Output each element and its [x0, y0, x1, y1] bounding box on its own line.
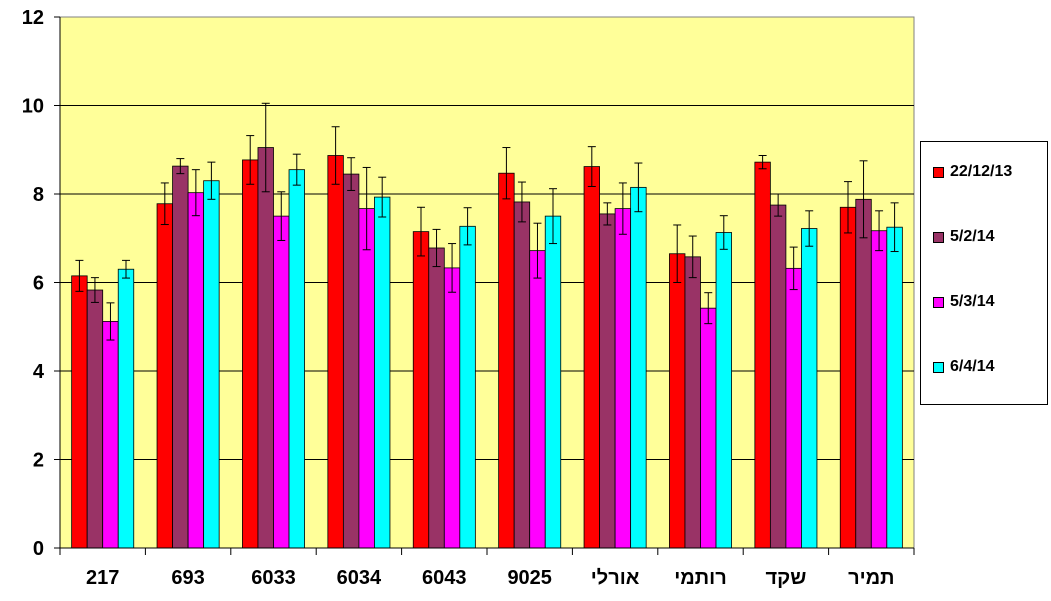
legend-label: 5/2/14 [950, 228, 995, 245]
bar [327, 155, 344, 549]
bar [801, 228, 818, 549]
x-tick-labels: 217 693 6033 6034 6043 9025 אורלי רותמי שקד תמיר [86, 567, 895, 589]
x-tick-label: שקד [765, 567, 806, 589]
bar [614, 208, 632, 549]
bar [374, 196, 391, 549]
x-tick-label: רותמי [674, 567, 726, 589]
bar [785, 267, 802, 549]
legend-swatch [933, 296, 944, 308]
legend: 22/12/13 5/2/14 5/3/14 6/4/14 [920, 141, 1048, 405]
bar [342, 173, 360, 549]
bar [443, 267, 461, 549]
bar [203, 180, 220, 549]
y-tick-label: 6 [33, 273, 44, 295]
bar [273, 215, 290, 549]
bar [886, 226, 903, 549]
bar [669, 253, 686, 549]
legend-item: 22/12/13 [933, 162, 1012, 182]
bar [544, 215, 562, 549]
bar [583, 166, 600, 549]
x-tick-label: 6043 [422, 567, 467, 589]
axes [54, 16, 915, 555]
y-tick-label: 10 [22, 96, 44, 118]
bar [428, 247, 445, 549]
bar [754, 161, 771, 549]
bar [86, 289, 104, 549]
legend-label: 22/12/13 [950, 163, 1013, 180]
legend-item: 6/4/14 [933, 357, 994, 377]
bar [498, 172, 515, 549]
x-tick-label: 693 [171, 567, 204, 589]
y-tick-label: 8 [33, 184, 44, 206]
x-tick-label: 9025 [507, 567, 552, 589]
bar [412, 231, 430, 549]
bar [102, 321, 119, 549]
bar [599, 213, 616, 549]
legend-swatch [933, 166, 944, 178]
legend-label: 6/4/14 [950, 358, 995, 375]
bar [459, 225, 476, 549]
error-bars [75, 102, 899, 341]
x-tick-label: 6033 [251, 567, 296, 589]
bar [358, 208, 375, 549]
bar [630, 186, 647, 549]
legend-swatch [933, 361, 944, 373]
x-tick-label: תמיר [848, 567, 894, 589]
bar [172, 165, 189, 549]
bar [715, 232, 732, 549]
bar [870, 230, 888, 549]
bar [156, 203, 173, 549]
legend-item: 5/3/14 [933, 292, 994, 312]
y-tick-label: 0 [33, 538, 44, 560]
x-tick-label: 217 [86, 567, 119, 589]
y-tick-label: 12 [22, 7, 44, 29]
bar [513, 201, 531, 549]
x-tick-label: אורלי [591, 567, 640, 589]
bar [288, 169, 305, 549]
bar [257, 147, 274, 549]
bar [769, 204, 787, 549]
bar [700, 307, 717, 549]
legend-label: 5/3/14 [950, 293, 995, 310]
x-tick-label: 6034 [337, 567, 382, 589]
bar [71, 275, 88, 549]
bar [855, 198, 872, 549]
y-tick-labels: 0 2 4 6 8 10 12 [22, 7, 45, 560]
bar [242, 159, 259, 549]
legend-swatch [933, 231, 944, 243]
bar [117, 268, 135, 549]
bars [71, 147, 903, 549]
bar [684, 256, 701, 549]
bar [529, 250, 546, 549]
legend-item: 5/2/14 [933, 227, 994, 247]
y-tick-label: 2 [33, 450, 44, 472]
y-tick-label: 4 [33, 361, 45, 383]
bar [839, 206, 857, 549]
bar [187, 192, 205, 549]
